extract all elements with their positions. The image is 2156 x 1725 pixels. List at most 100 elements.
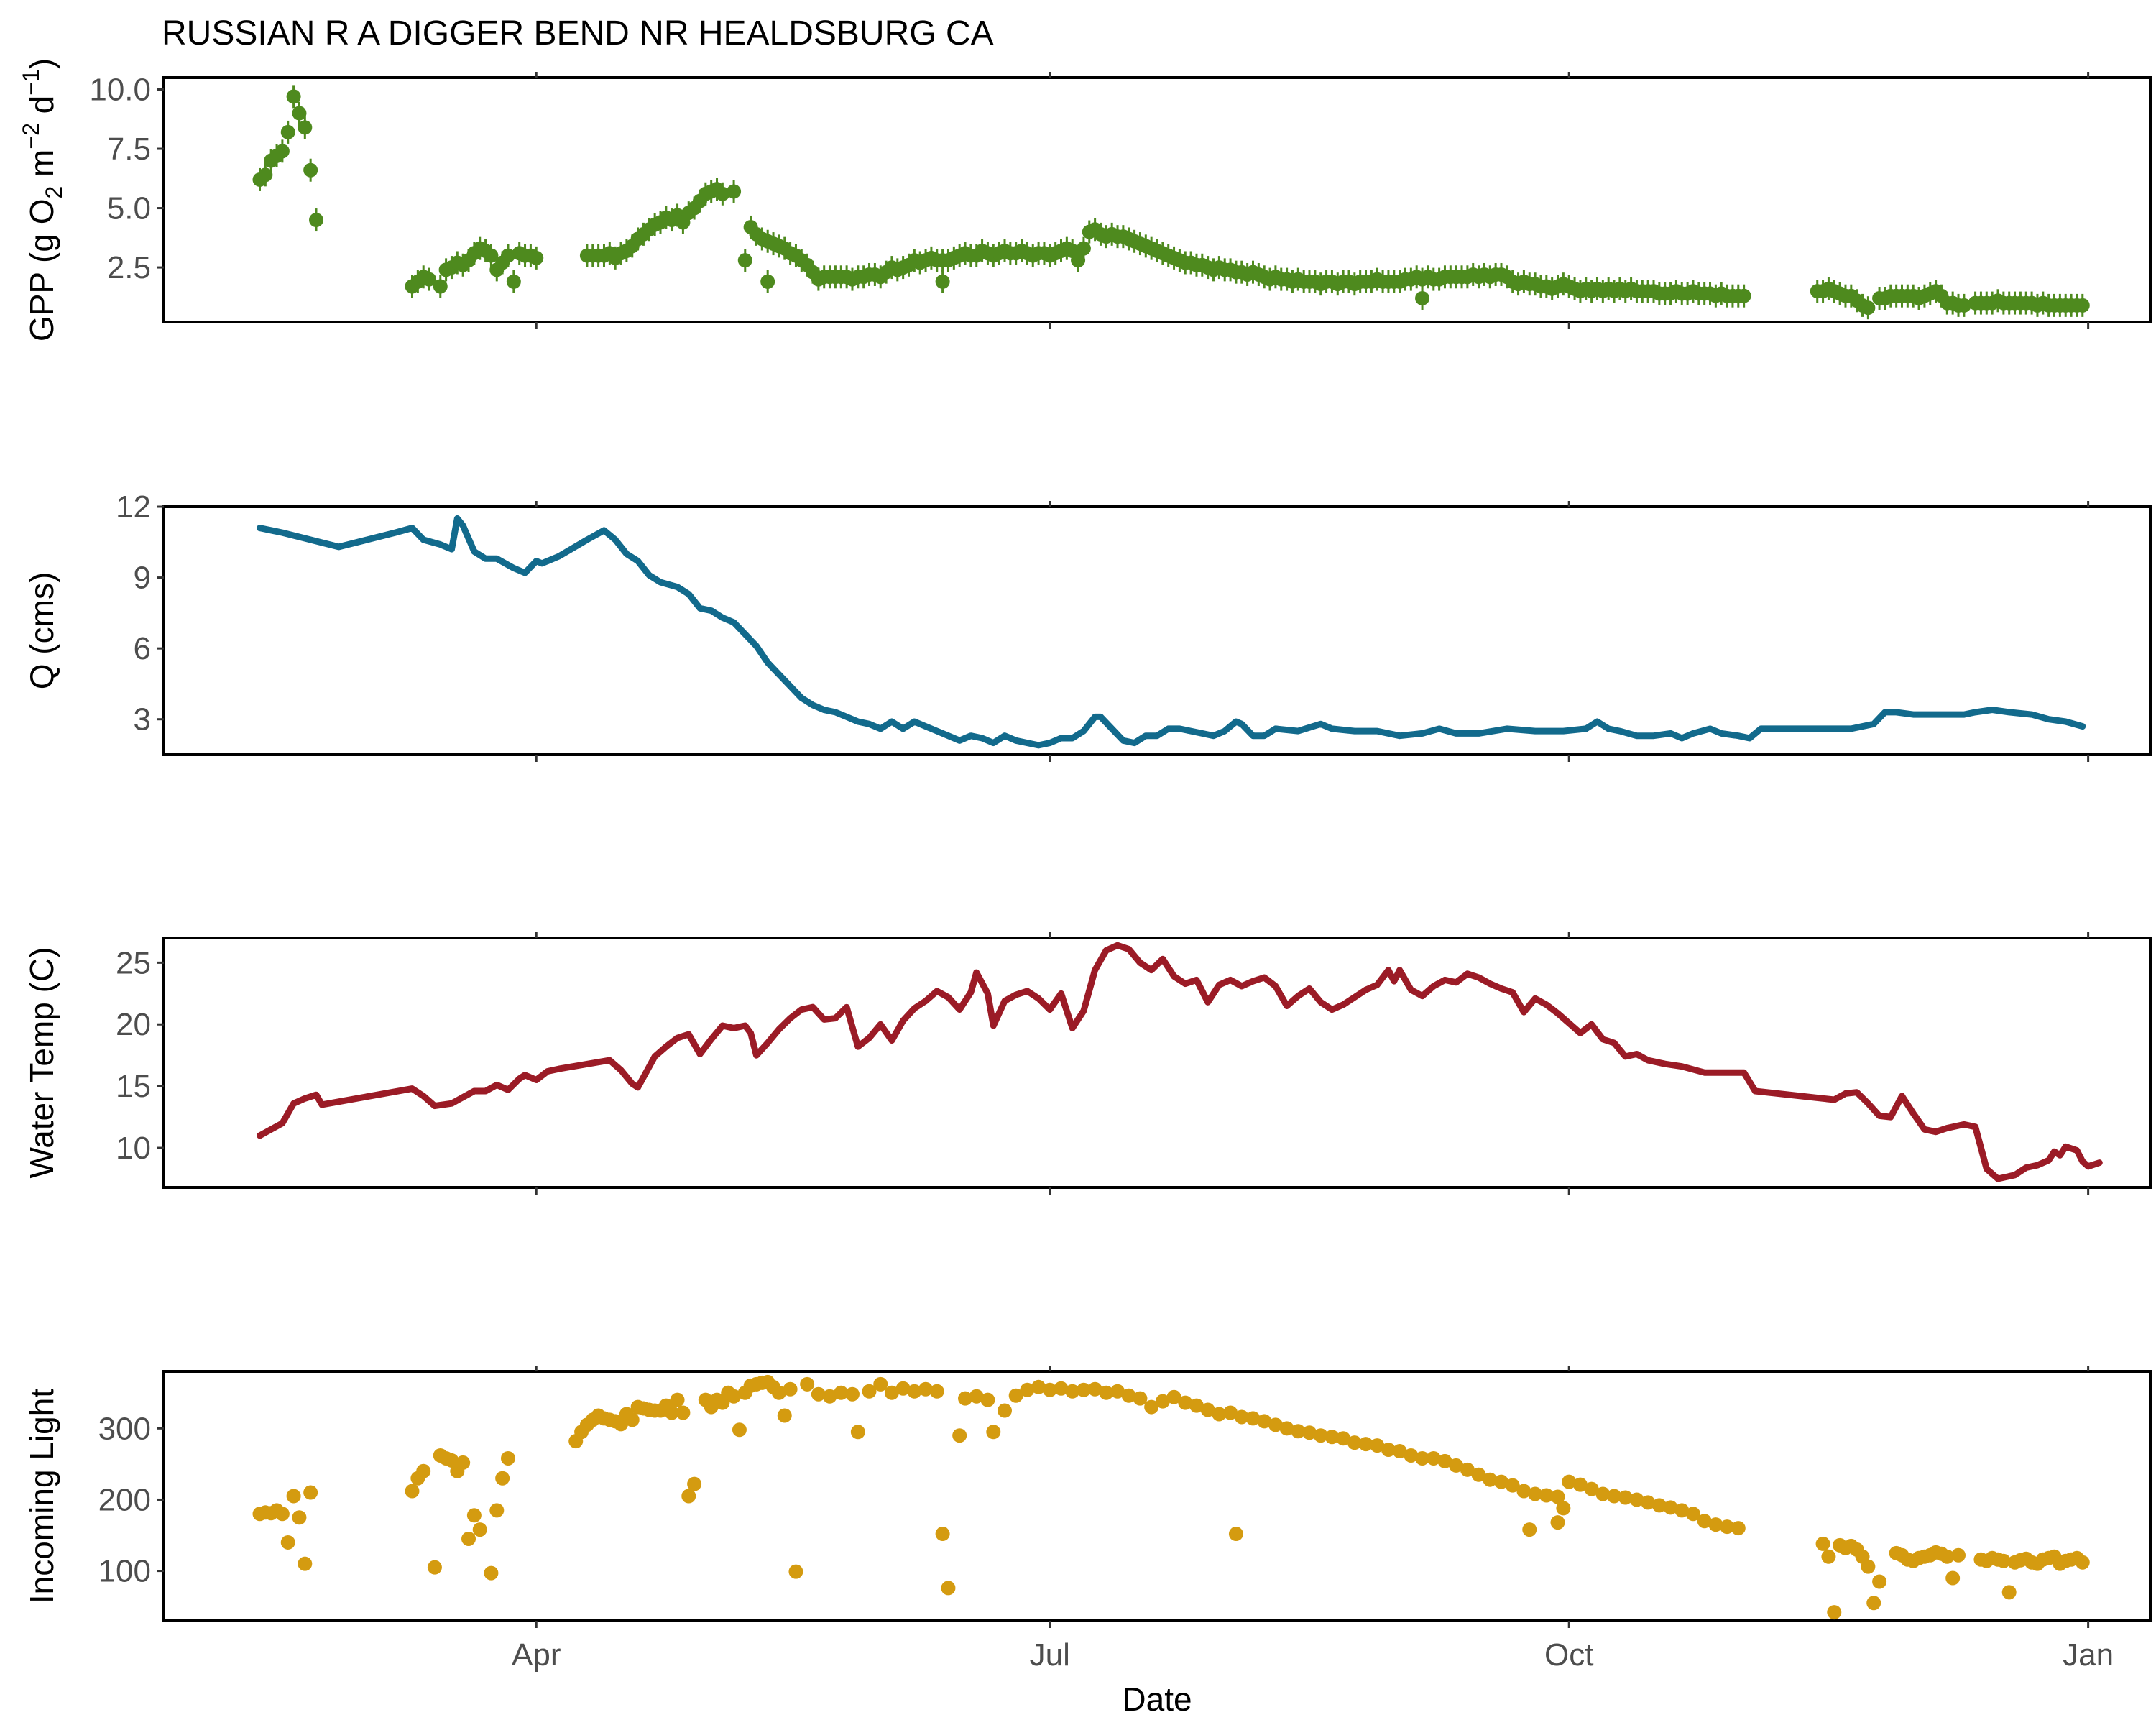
data-point xyxy=(280,124,295,139)
data-point xyxy=(727,184,742,199)
data-point xyxy=(1121,1388,1136,1403)
data-point xyxy=(422,272,437,287)
data-point xyxy=(416,1463,431,1478)
data-point xyxy=(1178,1395,1193,1410)
data-point xyxy=(489,1503,505,1518)
data-point xyxy=(292,106,307,121)
data-point xyxy=(1663,1500,1678,1515)
data-point xyxy=(811,1386,826,1402)
data-point xyxy=(1562,1474,1577,1489)
data-point xyxy=(461,1531,476,1546)
data-point xyxy=(687,1476,702,1491)
data-point xyxy=(258,167,273,183)
data-point xyxy=(1358,1437,1373,1452)
data-point xyxy=(1528,1486,1543,1501)
data-point xyxy=(1708,1517,1723,1532)
data-point xyxy=(625,1412,640,1427)
data-point xyxy=(834,1385,849,1400)
data-point xyxy=(1861,300,1876,316)
data-point xyxy=(941,1581,956,1596)
data-point xyxy=(1228,1527,1243,1542)
data-point xyxy=(1550,1489,1565,1504)
panel-discharge: 3 6 9 12 Q (cms) xyxy=(23,489,2152,762)
data-point xyxy=(1437,1453,1452,1468)
series-line xyxy=(257,942,2103,1182)
data-point xyxy=(1493,1474,1508,1489)
data-point xyxy=(1945,1570,1961,1586)
data-point xyxy=(495,1471,510,1486)
y-tick-label: 10 xyxy=(116,1131,151,1166)
data-point xyxy=(1815,1536,1830,1551)
y-tick-label: 5.0 xyxy=(107,191,151,226)
data-point xyxy=(280,1535,295,1550)
data-point xyxy=(1234,1409,1249,1425)
data-point xyxy=(1381,1443,1396,1458)
data-point xyxy=(1223,1405,1238,1420)
y-axis-title: Q (cms) xyxy=(23,572,60,690)
data-point xyxy=(783,1381,798,1397)
data-point xyxy=(292,1510,307,1525)
data-point xyxy=(1042,1382,1057,1397)
data-point xyxy=(715,186,730,201)
data-point xyxy=(1076,241,1091,256)
y-tick-label: 12 xyxy=(116,489,151,525)
panel-frame xyxy=(162,505,2152,756)
data-point xyxy=(1415,290,1430,305)
data-point xyxy=(286,89,301,104)
y-tick-label: 3 xyxy=(134,702,151,737)
data-point xyxy=(1155,1394,1170,1409)
y-tick-label: 100 xyxy=(98,1554,151,1589)
data-point xyxy=(929,1384,944,1399)
data-point xyxy=(298,1556,313,1571)
data-point xyxy=(1189,1398,1204,1413)
data-point xyxy=(1325,1430,1340,1445)
data-point xyxy=(1674,1503,1690,1518)
data-point xyxy=(918,1381,934,1397)
y-tick-label: 6 xyxy=(134,631,151,666)
data-point xyxy=(788,1564,803,1579)
data-point xyxy=(1872,1574,1887,1589)
data-point xyxy=(1415,1450,1430,1466)
data-point xyxy=(1720,1519,1735,1535)
data-point xyxy=(1426,1450,1441,1466)
data-point xyxy=(303,1485,318,1500)
data-point xyxy=(1268,1417,1283,1432)
data-point xyxy=(1866,1596,1881,1611)
data-point xyxy=(500,1450,515,1466)
data-point xyxy=(1404,1448,1419,1463)
x-axis: Apr Jul Oct Jan xyxy=(512,1637,2114,1673)
data-point xyxy=(771,1385,786,1400)
y-tick-label: 20 xyxy=(116,1007,151,1042)
data-point xyxy=(506,274,521,289)
data-point xyxy=(456,1455,471,1470)
data-point xyxy=(727,1389,742,1404)
data-point xyxy=(1279,1421,1294,1436)
data-point xyxy=(1641,1495,1656,1510)
data-point xyxy=(1516,1484,1531,1499)
x-tick-label: Apr xyxy=(512,1637,561,1673)
data-point xyxy=(275,144,290,159)
data-point xyxy=(529,250,544,265)
data-point xyxy=(1031,1379,1046,1394)
data-point xyxy=(1607,1489,1622,1504)
x-tick-label: Jan xyxy=(2063,1637,2114,1673)
data-point xyxy=(737,253,752,268)
y-tick-label: 200 xyxy=(98,1482,151,1517)
data-point xyxy=(895,1381,911,1396)
data-point xyxy=(1144,1399,1159,1414)
data-point xyxy=(472,1522,487,1537)
data-point xyxy=(873,1376,888,1392)
y-tick-label: 10.0 xyxy=(89,73,151,108)
data-point xyxy=(1076,1382,1091,1397)
data-point xyxy=(1291,1424,1306,1439)
data-point xyxy=(958,1391,973,1406)
panel-frame xyxy=(162,76,2152,323)
data-point xyxy=(1522,1522,1537,1537)
data-point xyxy=(286,1489,301,1504)
data-point xyxy=(980,1392,995,1407)
data-point xyxy=(664,1405,679,1420)
data-point xyxy=(444,1453,459,1468)
x-tick-label: Oct xyxy=(1544,1637,1593,1673)
data-point xyxy=(405,1484,420,1499)
data-point xyxy=(1736,288,1751,303)
